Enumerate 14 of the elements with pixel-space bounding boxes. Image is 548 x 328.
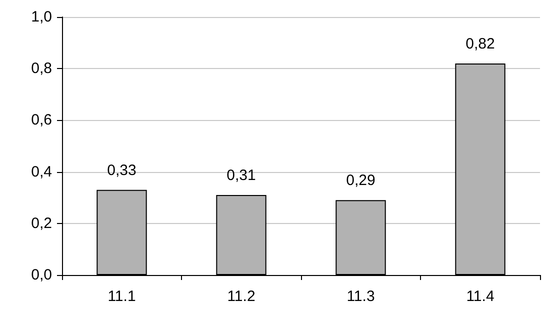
y-tick-label: 0,8 [31,60,52,78]
x-tick-label: 11.4 [466,288,494,305]
x-tick-label: 11.1 [108,288,136,305]
y-tick-label: 0,6 [31,112,52,129]
x-tick-label: 11.3 [346,288,375,305]
data-label: 0,31 [226,167,256,184]
x-tick-label: 11.2 [227,288,256,305]
data-label: 0,82 [466,35,495,52]
data-label: 0,29 [346,172,376,190]
y-tick-label: 0,0 [31,266,52,284]
y-tick-label: 1,0 [31,8,52,26]
y-tick-label: 0,4 [31,163,52,180]
data-label: 0,33 [107,162,136,179]
y-tick-label: 0,2 [31,214,52,232]
